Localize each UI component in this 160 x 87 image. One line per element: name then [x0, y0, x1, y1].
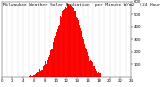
Text: Milwaukee Weather Solar Radiation  per Minute W/m2  (24 Hours): Milwaukee Weather Solar Radiation per Mi…	[3, 3, 160, 7]
